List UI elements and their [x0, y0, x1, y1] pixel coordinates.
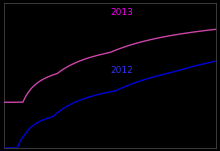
Text: 2013: 2013 [110, 8, 133, 17]
Text: 2012: 2012 [110, 66, 133, 75]
